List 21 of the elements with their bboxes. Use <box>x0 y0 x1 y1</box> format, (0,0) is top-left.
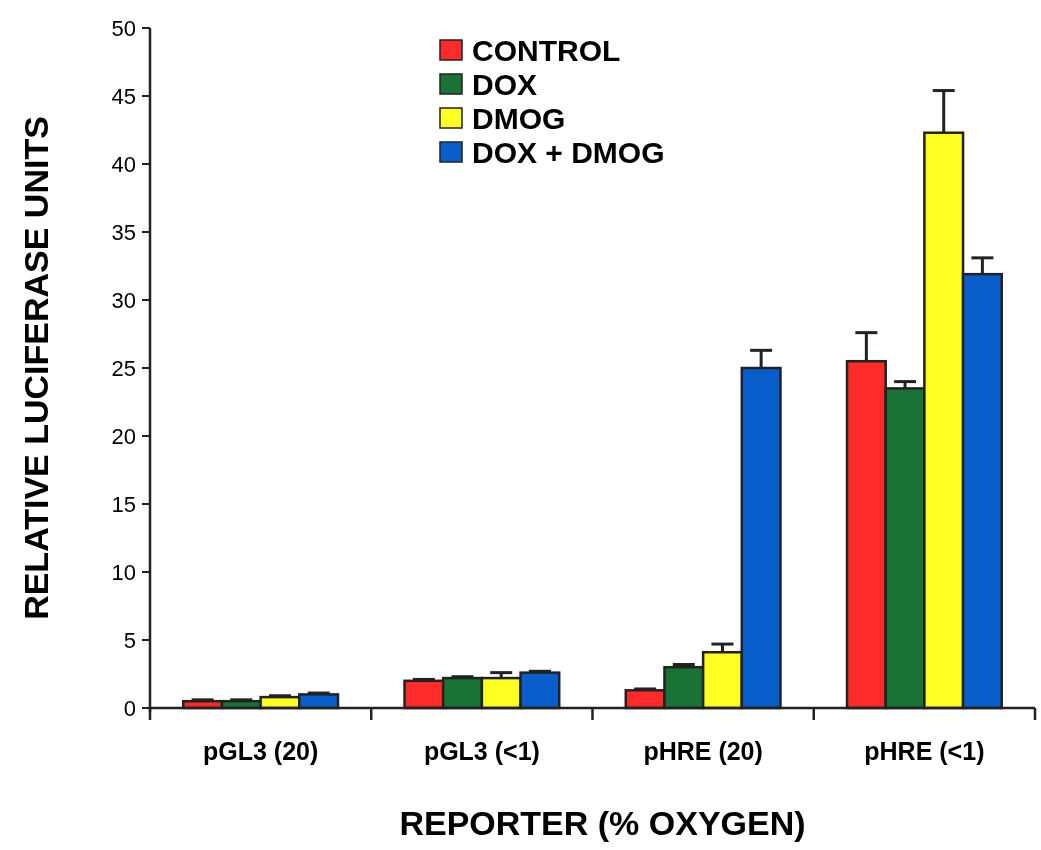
y-tick-label: 5 <box>123 627 136 653</box>
x-axis-title: REPORTER (% OXYGEN) <box>399 804 806 842</box>
y-tick-label: 50 <box>111 15 136 41</box>
legend-label: CONTROL <box>472 33 621 67</box>
legend-label: DOX <box>472 67 538 101</box>
legend-label: DMOG <box>472 101 566 135</box>
y-axis-title: RELATIVE LUCIFERASE UNITS <box>17 116 55 620</box>
y-tick-label: 25 <box>111 355 136 381</box>
x-tick-label: pGL3 (20) <box>202 737 319 765</box>
y-tick-label: 30 <box>111 287 136 313</box>
y-tick-label: 0 <box>123 695 136 721</box>
y-tick-label: 35 <box>111 219 136 245</box>
y-tick-label: 20 <box>111 423 136 449</box>
y-tick-label: 45 <box>111 83 136 109</box>
x-tick-label: pHRE (<1) <box>864 737 985 765</box>
x-tick-label: pHRE (20) <box>643 737 763 765</box>
y-tick-label: 10 <box>111 559 136 585</box>
y-tick-label: 40 <box>111 151 136 177</box>
x-tick-label: pGL3 (<1) <box>423 737 540 765</box>
y-tick-label: 15 <box>111 491 136 517</box>
legend-label: DOX + DMOG <box>472 135 665 169</box>
